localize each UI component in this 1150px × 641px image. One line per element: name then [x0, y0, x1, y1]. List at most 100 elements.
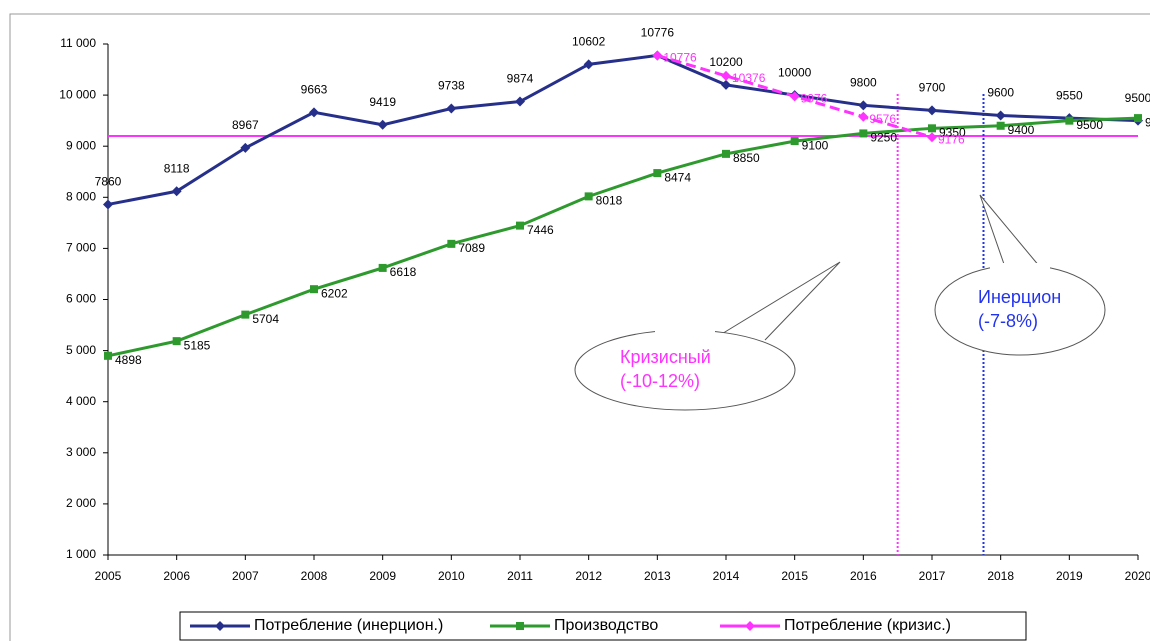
x-tick-label: 2012: [575, 569, 602, 583]
data-label: 9550: [1145, 115, 1150, 129]
legend-label: Потребление (кризис.): [784, 617, 951, 634]
x-tick-label: 2013: [644, 569, 671, 583]
y-tick-label: 9 000: [66, 138, 96, 152]
x-tick-label: 2010: [438, 569, 465, 583]
x-tick-label: 2018: [987, 569, 1014, 583]
data-label: 9350: [939, 125, 966, 139]
data-label: 9800: [850, 75, 877, 89]
data-label: 8474: [664, 170, 691, 184]
point-marker: [996, 121, 1005, 130]
data-label: 9663: [301, 82, 328, 96]
legend-marker: [516, 622, 524, 630]
point-marker: [790, 137, 799, 146]
point-marker: [721, 70, 731, 81]
data-label: 9700: [919, 81, 946, 95]
data-label: 8118: [164, 161, 190, 175]
data-label: 9250: [870, 131, 897, 145]
point-marker: [927, 132, 937, 143]
x-tick-label: 2005: [95, 569, 122, 583]
data-label: 9738: [438, 79, 465, 93]
y-tick-label: 10 000: [59, 87, 96, 101]
y-tick-label: 4 000: [66, 394, 96, 408]
annotation: Кризисный: [620, 347, 711, 367]
data-label: 10000: [778, 65, 812, 79]
point-marker: [652, 50, 663, 61]
point-marker: [722, 149, 730, 158]
data-label: 10776: [663, 51, 697, 65]
callout-cover: [990, 263, 1050, 271]
annotation: (-10-12%): [620, 371, 700, 391]
series-line: [107, 116, 1139, 358]
data-label: 8967: [232, 118, 259, 132]
point-marker: [172, 337, 181, 346]
y-tick-label: 6 000: [66, 292, 96, 306]
data-label: 9500: [1076, 118, 1103, 132]
y-tick-label: 3 000: [66, 445, 96, 459]
point-marker: [859, 129, 868, 138]
point-marker: [104, 351, 112, 360]
legend-marker: [745, 621, 755, 631]
point-marker: [240, 142, 251, 153]
x-tick-label: 2015: [781, 569, 808, 583]
y-tick-label: 5 000: [66, 343, 96, 357]
x-tick-label: 2011: [507, 569, 533, 583]
callout-tail: [979, 194, 1041, 268]
data-label: 8850: [733, 151, 760, 165]
point-marker: [516, 221, 524, 230]
data-label: 9419: [369, 95, 396, 109]
point-marker: [446, 103, 457, 114]
x-tick-label: 2009: [369, 569, 396, 583]
y-tick-label: 7 000: [66, 241, 96, 255]
legend-label: Производство: [554, 617, 658, 634]
data-label: 7089: [458, 241, 485, 255]
x-tick-label: 2020: [1125, 569, 1150, 583]
data-label: 9100: [802, 138, 829, 152]
point-marker: [584, 192, 593, 201]
data-label: 5704: [252, 312, 279, 326]
point-marker: [928, 124, 936, 133]
series-line: [107, 53, 1139, 206]
point-marker: [858, 111, 869, 122]
data-label: 4898: [115, 353, 142, 367]
point-marker: [378, 263, 387, 272]
chart-frame: [9, 13, 1150, 641]
x-tick-label: 2008: [301, 569, 328, 583]
callout-tail: [719, 261, 841, 341]
data-label: 7446: [527, 223, 554, 237]
data-label: 10776: [641, 26, 675, 40]
data-label: 8018: [596, 194, 623, 208]
point-marker: [310, 285, 318, 294]
x-tick-label: 2006: [163, 569, 190, 583]
x-tick-label: 2019: [1056, 569, 1083, 583]
annotation: (-7-8%): [978, 311, 1038, 331]
point-marker: [241, 310, 250, 319]
data-label: 6618: [390, 265, 417, 279]
point-marker: [653, 169, 662, 178]
y-tick-label: 11 000: [60, 36, 96, 50]
data-label: 9500: [1125, 91, 1150, 105]
point-marker: [721, 79, 731, 90]
legend-box: [179, 611, 1027, 641]
point-marker: [171, 186, 182, 197]
point-marker: [1134, 114, 1142, 123]
data-label: 9976: [801, 91, 828, 105]
data-label: 9600: [987, 86, 1014, 100]
point-marker: [789, 91, 800, 102]
point-marker: [1065, 116, 1074, 125]
data-label: 9576: [869, 112, 896, 126]
y-tick-label: 2 000: [66, 496, 96, 510]
data-label: 10200: [709, 55, 743, 69]
legend-label: Потребление (инерцион.): [254, 617, 443, 634]
point-marker: [377, 119, 388, 130]
x-tick-label: 2007: [232, 569, 259, 583]
legend-marker: [215, 621, 225, 631]
point-marker: [103, 199, 113, 210]
point-marker: [309, 107, 319, 118]
data-label: 10376: [732, 71, 766, 85]
y-tick-label: 1 000: [66, 547, 96, 561]
point-marker: [927, 105, 937, 116]
annotation: Инерцион: [978, 287, 1061, 307]
point-marker: [515, 96, 525, 107]
data-label: 9176: [938, 132, 965, 146]
